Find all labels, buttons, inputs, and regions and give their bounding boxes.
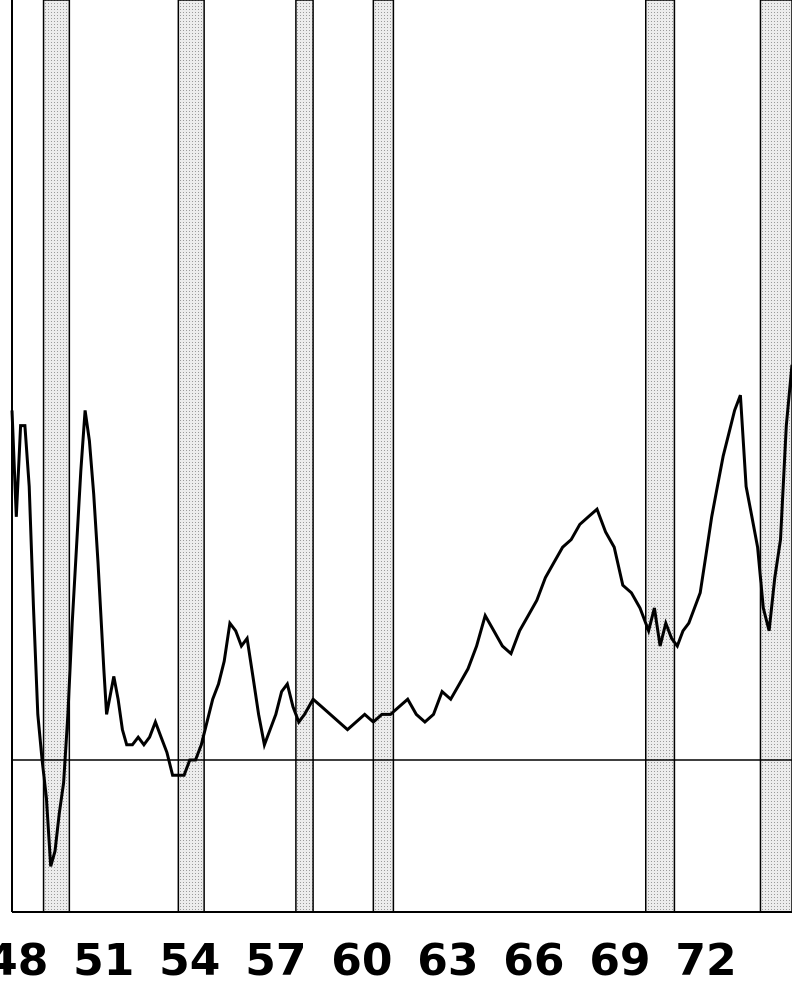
x-tick-label: 63 bbox=[417, 935, 478, 985]
recession-band bbox=[372, 0, 395, 913]
recession-band bbox=[645, 0, 676, 913]
x-tick-label: 69 bbox=[589, 935, 650, 985]
x-tick-label: 51 bbox=[73, 935, 134, 985]
x-tick-label: 48 bbox=[0, 935, 48, 985]
x-tick-label: 60 bbox=[331, 935, 392, 985]
x-tick-label: 57 bbox=[245, 935, 306, 985]
series-line bbox=[10, 364, 792, 867]
recession-band bbox=[759, 0, 792, 913]
x-tick-label: 66 bbox=[503, 935, 564, 985]
recession-band bbox=[295, 0, 314, 913]
x-tick-labels: 48 51 54 57 60 63 66 69 72 bbox=[0, 935, 737, 985]
x-tick-label: 54 bbox=[159, 935, 220, 985]
recession-bands bbox=[42, 0, 792, 913]
x-tick-label: 72 bbox=[675, 935, 736, 985]
